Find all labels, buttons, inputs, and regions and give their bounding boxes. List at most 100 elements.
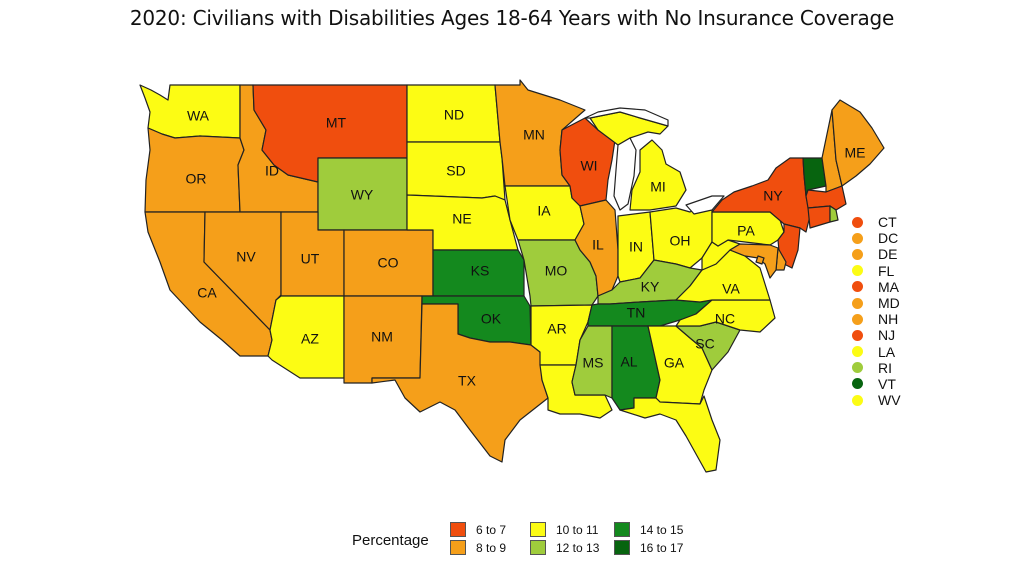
state-label-AZ: AZ [301,331,319,347]
legend-title: Percentage [352,532,429,549]
legend-label: 8 to 9 [476,540,507,555]
small-state-label-MD: MD [878,295,900,312]
state-label-ID: ID [265,163,279,179]
legend-swatch [530,522,546,537]
legend-label: 14 to 15 [640,522,684,537]
state-label-AR: AR [547,321,566,337]
small-state-DC: DC [852,230,932,246]
legend-item: 8 to 9 [450,540,506,555]
state-label-NC: NC [715,311,735,327]
state-label-NY: NY [763,188,783,204]
small-state-MA: MA [852,279,932,295]
state-label-CA: CA [197,285,217,301]
small-state-dot-DE [852,248,863,260]
state-label-OR: OR [186,171,207,187]
state-label-WA: WA [187,108,210,124]
state-DC[interactable] [755,255,765,265]
state-label-TX: TX [458,373,477,389]
state-label-GA: GA [664,355,685,371]
state-ME[interactable] [831,99,885,187]
color-legend: Percentage 6 to 7 8 to 9 10 to 11 12 to 13 1… [352,522,692,562]
state-label-IA: IA [537,203,551,219]
state-label-MO: MO [545,263,568,279]
state-label-NM: NM [371,329,393,345]
small-state-NH: NH [852,311,932,327]
state-NC[interactable] [675,299,776,333]
small-state-dot-NH [852,313,863,325]
state-label-ND: ND [444,107,464,123]
small-state-VT: VT [852,376,932,392]
lake-michigan [613,137,637,211]
small-state-label-NJ: NJ [878,327,896,344]
legend-item: 16 to 17 [614,540,683,555]
small-state-FL: FL [852,263,932,279]
legend-item: 10 to 11 [530,522,598,537]
legend-item: 14 to 15 [614,522,683,537]
legend-label: 6 to 7 [476,522,507,537]
state-TX[interactable] [371,303,549,463]
state-label-SD: SD [446,163,465,179]
state-KS[interactable] [432,249,525,297]
state-label-NV: NV [236,249,256,265]
state-label-PA: PA [737,223,755,239]
small-state-NJ: NJ [852,327,932,343]
small-state-dot-LA [852,346,863,358]
state-label-SC: SC [695,336,714,352]
state-label-KS: KS [471,263,490,279]
state-label-MI: MI [650,179,666,195]
small-state-dot-WV [852,394,863,406]
state-label-ME: ME [845,145,866,161]
state-label-CO: CO [378,255,399,271]
state-FL[interactable] [619,395,721,473]
state-label-MT: MT [326,115,347,131]
state-label-WY: WY [351,187,374,203]
small-state-dot-MA [852,281,863,293]
state-label-VA: VA [722,281,740,297]
state-label-OH: OH [670,233,691,249]
small-state-WV: WV [852,392,932,408]
small-state-MD: MD [852,295,932,311]
small-state-label-MA: MA [878,278,899,295]
state-label-AL: AL [620,354,637,370]
small-state-dot-FL [852,265,863,277]
state-RI[interactable] [829,205,839,223]
small-state-dot-CT [852,216,863,228]
small-state-dot-DC [852,232,863,244]
small-state-label-DE: DE [878,246,898,263]
small-state-label-VT: VT [878,375,896,392]
small-state-label-CT: CT [878,214,897,231]
small-state-label-DC: DC [878,230,899,247]
state-NE[interactable] [406,194,519,251]
map-title: 2020: Civilians with Disabilities Ages 1… [129,6,895,30]
state-label-OK: OK [481,311,502,327]
small-state-LA: LA [852,344,932,360]
small-state-label-NH: NH [878,311,899,328]
state-CT[interactable] [807,205,831,229]
state-label-TN: TN [627,305,646,321]
small-state-RI: RI [852,360,932,376]
small-state-DE: DE [852,246,932,262]
state-label-NE: NE [452,211,471,227]
state-label-IL: IL [592,237,604,253]
small-state-label-FL: FL [878,262,895,279]
lake-erie [685,195,725,215]
small-state-label-RI: RI [878,359,892,376]
small-state-dot-MD [852,297,863,309]
legend-swatch [614,540,630,555]
small-state-label-WV: WV [878,392,901,409]
state-label-KY: KY [641,279,660,295]
legend-swatch [530,540,546,555]
legend-swatch [450,540,466,555]
small-state-label-LA: LA [878,343,896,360]
state-label-WI: WI [580,158,597,174]
legend-swatch [614,522,630,537]
legend-item: 6 to 7 [450,522,506,537]
state-MD[interactable] [729,243,779,279]
small-state-dot-VT [852,378,863,390]
state-label-MN: MN [523,127,545,143]
state-label-UT: UT [301,251,320,267]
legend-label: 16 to 17 [640,540,684,555]
small-states-legend: CT DC DE FL MA MD NH NJ LA RI VT WV [852,214,932,408]
small-state-dot-RI [852,362,863,374]
